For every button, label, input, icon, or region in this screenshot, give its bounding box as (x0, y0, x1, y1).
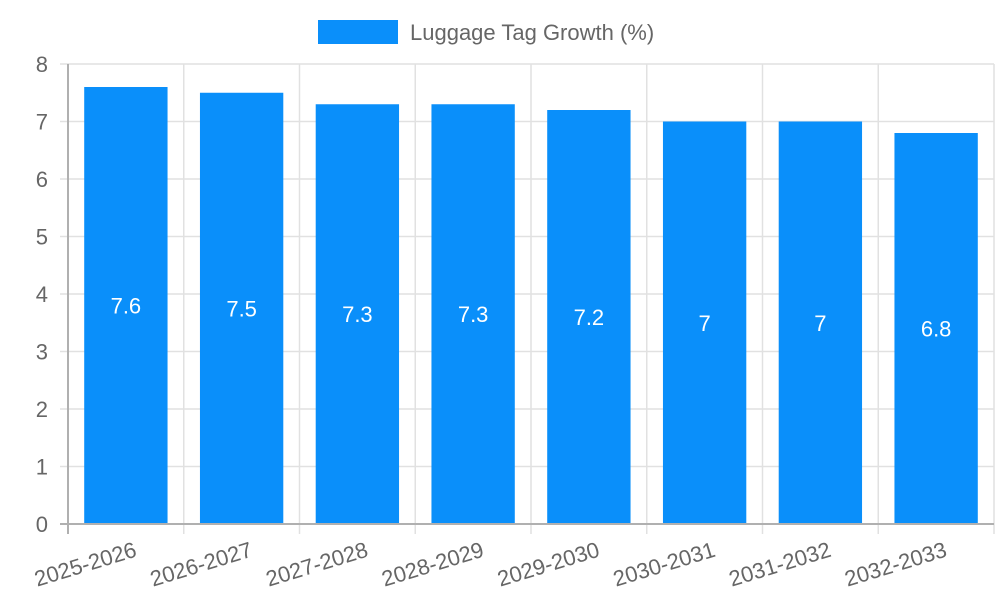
y-tick-label: 3 (36, 340, 48, 365)
bar[interactable] (894, 133, 978, 524)
x-tick-label: 2030-2031 (610, 537, 718, 592)
legend-label: Luggage Tag Growth (%) (410, 20, 654, 45)
bar-value-label: 7 (699, 311, 711, 336)
x-tick-label: 2025-2026 (31, 537, 139, 592)
y-tick-label: 2 (36, 397, 48, 422)
bars: 7.6 7.5 7.3 7.3 7.2 7 7 6.8 (84, 87, 978, 524)
y-tick-label: 4 (36, 282, 48, 307)
bar[interactable] (431, 104, 515, 524)
legend[interactable]: Luggage Tag Growth (%) (318, 20, 654, 45)
bar-value-label: 7.3 (342, 302, 373, 327)
x-tick-label: 2029-2030 (494, 537, 602, 592)
bar-value-label: 7.6 (111, 294, 142, 319)
x-tick-label: 2026-2027 (147, 537, 255, 592)
bar[interactable] (778, 121, 863, 525)
bar-value-label: 7.3 (458, 302, 489, 327)
x-tick-label: 2032-2033 (842, 537, 950, 592)
x-tick-label: 2028-2029 (379, 537, 487, 592)
y-tick-label: 0 (36, 512, 48, 537)
bar[interactable] (199, 92, 284, 524)
y-tick-label: 1 (36, 455, 48, 480)
x-tick-label: 2027-2028 (263, 537, 371, 592)
bar-value-label: 7.5 (226, 296, 257, 321)
y-tick-label: 7 (36, 110, 48, 135)
bar[interactable] (662, 121, 747, 525)
x-tick-label: 2031-2032 (726, 537, 834, 592)
y-tick-label: 6 (36, 167, 48, 192)
y-tick-label: 5 (36, 225, 48, 250)
bar-value-label: 7 (814, 311, 826, 336)
bar[interactable] (547, 110, 631, 524)
y-tick-label: 8 (36, 52, 48, 77)
bar-value-label: 6.8 (921, 317, 952, 342)
legend-swatch (318, 20, 398, 44)
bar[interactable] (315, 104, 400, 524)
bar-value-label: 7.2 (574, 305, 605, 330)
bar[interactable] (84, 87, 168, 524)
